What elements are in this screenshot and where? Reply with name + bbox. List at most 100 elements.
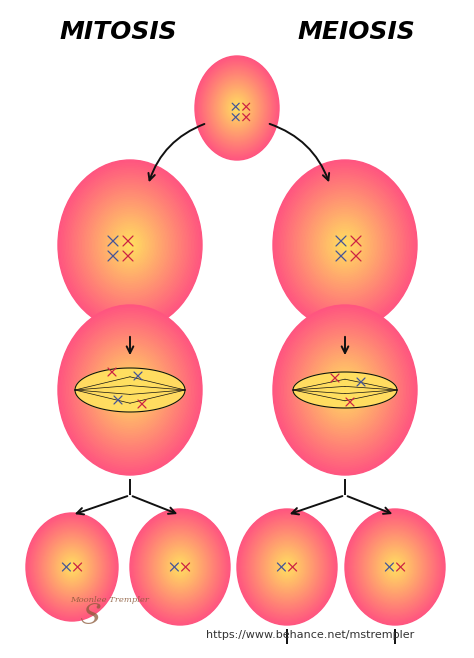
- Ellipse shape: [92, 346, 167, 434]
- Ellipse shape: [361, 528, 429, 607]
- Ellipse shape: [45, 534, 100, 599]
- Ellipse shape: [354, 519, 436, 615]
- Ellipse shape: [383, 553, 407, 581]
- Ellipse shape: [347, 511, 443, 622]
- Ellipse shape: [377, 546, 413, 588]
- Ellipse shape: [134, 514, 226, 620]
- Ellipse shape: [106, 361, 155, 419]
- Ellipse shape: [43, 532, 101, 601]
- Ellipse shape: [296, 332, 394, 448]
- Ellipse shape: [280, 168, 410, 322]
- Ellipse shape: [47, 538, 97, 596]
- Ellipse shape: [349, 514, 441, 620]
- Ellipse shape: [301, 338, 390, 443]
- Ellipse shape: [90, 342, 170, 438]
- Ellipse shape: [378, 547, 412, 587]
- Ellipse shape: [71, 320, 189, 460]
- Ellipse shape: [218, 84, 256, 132]
- Ellipse shape: [289, 324, 401, 456]
- Ellipse shape: [168, 553, 192, 581]
- Ellipse shape: [207, 70, 267, 145]
- Ellipse shape: [292, 327, 398, 453]
- Ellipse shape: [280, 559, 294, 575]
- Ellipse shape: [275, 553, 299, 581]
- Ellipse shape: [269, 546, 305, 588]
- Ellipse shape: [312, 351, 378, 429]
- Ellipse shape: [328, 224, 362, 265]
- Text: Moonlee Trempler: Moonlee Trempler: [71, 596, 149, 604]
- Ellipse shape: [220, 88, 254, 129]
- Ellipse shape: [140, 520, 220, 613]
- Ellipse shape: [65, 168, 195, 322]
- Ellipse shape: [151, 534, 209, 601]
- Ellipse shape: [277, 310, 413, 470]
- Ellipse shape: [319, 359, 371, 420]
- Ellipse shape: [388, 559, 402, 575]
- Ellipse shape: [250, 524, 324, 610]
- Ellipse shape: [330, 373, 359, 407]
- Ellipse shape: [74, 179, 186, 311]
- Ellipse shape: [212, 77, 262, 139]
- Ellipse shape: [320, 216, 369, 274]
- Ellipse shape: [282, 561, 292, 573]
- Ellipse shape: [279, 312, 411, 468]
- Ellipse shape: [145, 526, 215, 607]
- Ellipse shape: [173, 559, 187, 575]
- Ellipse shape: [390, 561, 400, 573]
- Ellipse shape: [121, 380, 138, 400]
- Ellipse shape: [57, 549, 87, 584]
- Ellipse shape: [123, 382, 137, 399]
- Ellipse shape: [204, 67, 270, 149]
- Ellipse shape: [370, 538, 420, 596]
- Ellipse shape: [34, 522, 109, 611]
- Ellipse shape: [387, 558, 403, 576]
- Ellipse shape: [335, 233, 355, 257]
- Ellipse shape: [164, 548, 196, 586]
- Ellipse shape: [124, 238, 136, 252]
- Ellipse shape: [59, 552, 85, 582]
- Ellipse shape: [248, 522, 326, 612]
- Ellipse shape: [54, 545, 91, 589]
- Ellipse shape: [287, 322, 402, 458]
- Ellipse shape: [339, 383, 351, 397]
- Ellipse shape: [215, 81, 259, 135]
- Ellipse shape: [91, 199, 169, 291]
- Ellipse shape: [120, 378, 140, 402]
- Ellipse shape: [28, 515, 116, 619]
- Ellipse shape: [104, 359, 156, 420]
- Ellipse shape: [147, 529, 213, 605]
- Ellipse shape: [293, 329, 397, 451]
- Ellipse shape: [369, 537, 421, 597]
- Ellipse shape: [256, 531, 318, 603]
- Ellipse shape: [323, 365, 366, 415]
- Ellipse shape: [279, 166, 411, 323]
- Ellipse shape: [285, 565, 289, 569]
- Ellipse shape: [244, 517, 330, 617]
- Ellipse shape: [353, 519, 437, 616]
- Ellipse shape: [197, 58, 277, 158]
- Ellipse shape: [246, 519, 328, 615]
- Ellipse shape: [323, 220, 366, 270]
- Ellipse shape: [71, 175, 189, 315]
- Ellipse shape: [363, 530, 427, 604]
- Ellipse shape: [135, 515, 225, 619]
- Ellipse shape: [345, 509, 445, 625]
- Ellipse shape: [163, 547, 197, 587]
- Ellipse shape: [375, 544, 415, 590]
- Ellipse shape: [251, 525, 323, 609]
- Ellipse shape: [67, 315, 193, 465]
- Ellipse shape: [148, 530, 212, 604]
- Ellipse shape: [156, 539, 204, 595]
- Ellipse shape: [249, 523, 325, 611]
- Ellipse shape: [329, 371, 361, 409]
- Ellipse shape: [80, 330, 181, 449]
- Ellipse shape: [252, 526, 322, 607]
- Ellipse shape: [265, 542, 309, 592]
- Ellipse shape: [142, 523, 218, 611]
- Ellipse shape: [38, 527, 106, 607]
- Ellipse shape: [227, 95, 247, 120]
- Ellipse shape: [97, 206, 163, 284]
- Ellipse shape: [161, 545, 199, 589]
- Ellipse shape: [114, 226, 146, 264]
- Ellipse shape: [385, 555, 405, 578]
